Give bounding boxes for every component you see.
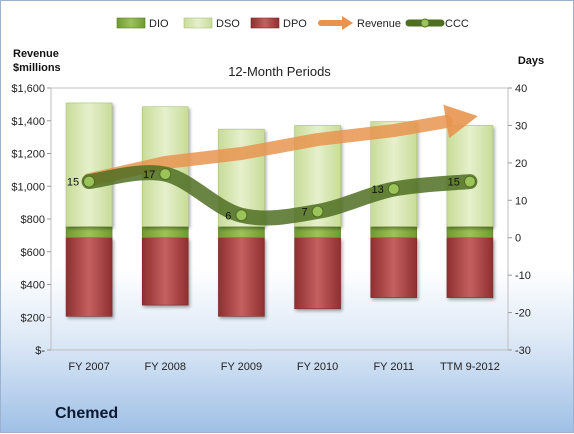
right-tick-label: -20 (515, 308, 531, 320)
bars (65, 102, 494, 317)
ccc-data-label: 6 (225, 210, 231, 222)
ccc-data-label: 13 (372, 184, 384, 196)
category-label: FY 2010 (297, 361, 338, 373)
ccc-point (463, 175, 476, 188)
dso-bar (65, 102, 113, 227)
right-tick-label: 0 (515, 233, 521, 245)
right-axis-title: Days (518, 55, 544, 67)
category-label: FY 2008 (145, 361, 186, 373)
ccc-line-group: 15 17 6 7 13 15 (67, 165, 478, 226)
ccc-data-label: 15 (67, 177, 79, 189)
category-label: FY 2009 (221, 361, 262, 373)
category-label: TTM 9-2012 (440, 361, 500, 373)
revenue-arrowhead (443, 104, 478, 139)
legend-arrowhead-revenue (342, 16, 353, 30)
dpo-bar (446, 237, 494, 298)
dio-bar (446, 226, 494, 239)
legend-marker-ccc (420, 18, 430, 28)
right-tick-label: 40 (515, 83, 527, 95)
ccc-point (83, 175, 96, 188)
right-tick-label: 20 (515, 158, 527, 170)
dio-bar (65, 226, 113, 239)
axes: 12-Month Periods Revenue $millions Days $- $2… (11, 48, 544, 373)
left-tick-label: $1,400 (11, 116, 45, 128)
dpo-bar (294, 237, 341, 310)
legend-swatch-dio (116, 17, 146, 29)
ccc-point (387, 183, 400, 196)
right-tick-label: 10 (515, 195, 527, 207)
legend-label-dpo: DPO (283, 18, 307, 30)
left-tick-label: $800 (21, 214, 45, 226)
ccc-data-label: 17 (143, 169, 155, 181)
legend-label-dio: DIO (149, 18, 169, 30)
dpo-bar (65, 237, 113, 317)
legend: DIO DSO DPO Revenue CCC (116, 16, 469, 30)
dio-bar (141, 226, 189, 239)
legend-label-revenue: Revenue (357, 18, 401, 30)
dio-bar (218, 226, 265, 239)
chart-title: 12-Month Periods (228, 64, 331, 79)
dio-bar (370, 226, 418, 239)
dio-bar (294, 226, 341, 239)
right-tick-label: -30 (515, 345, 531, 357)
ccc-line (81, 165, 478, 226)
left-tick-label: $- (35, 345, 45, 357)
right-tick-label: -10 (515, 270, 531, 282)
legend-label-ccc: CCC (445, 18, 469, 30)
category-label: FY 2011 (373, 361, 414, 373)
legend-label-dso: DSO (216, 18, 240, 30)
left-tick-label: $1,600 (11, 83, 45, 95)
dpo-bar (218, 237, 265, 317)
left-axis-title-line1: Revenue (13, 48, 59, 60)
dpo-bar (141, 237, 189, 306)
ccc-point (235, 209, 248, 222)
dso-bar (370, 121, 418, 227)
ccc-data-label: 7 (301, 207, 307, 219)
left-axis-title-line2: $millions (13, 62, 61, 74)
left-tick-label: $400 (21, 280, 45, 292)
category-label: FY 2007 (68, 361, 109, 373)
ccc-point (159, 168, 172, 181)
left-tick-label: $200 (21, 312, 45, 324)
legend-swatch-dso (183, 17, 213, 29)
dpo-bar (370, 237, 418, 298)
ccc-point (311, 205, 324, 218)
right-tick-label: 30 (515, 120, 527, 132)
company-name: Chemed (55, 405, 119, 422)
ccc-data-label: 15 (448, 177, 460, 189)
left-tick-label: $1,000 (11, 181, 45, 193)
legend-swatch-dpo (250, 17, 280, 29)
left-tick-label: $600 (21, 247, 45, 259)
left-tick-label: $1,200 (11, 149, 45, 161)
